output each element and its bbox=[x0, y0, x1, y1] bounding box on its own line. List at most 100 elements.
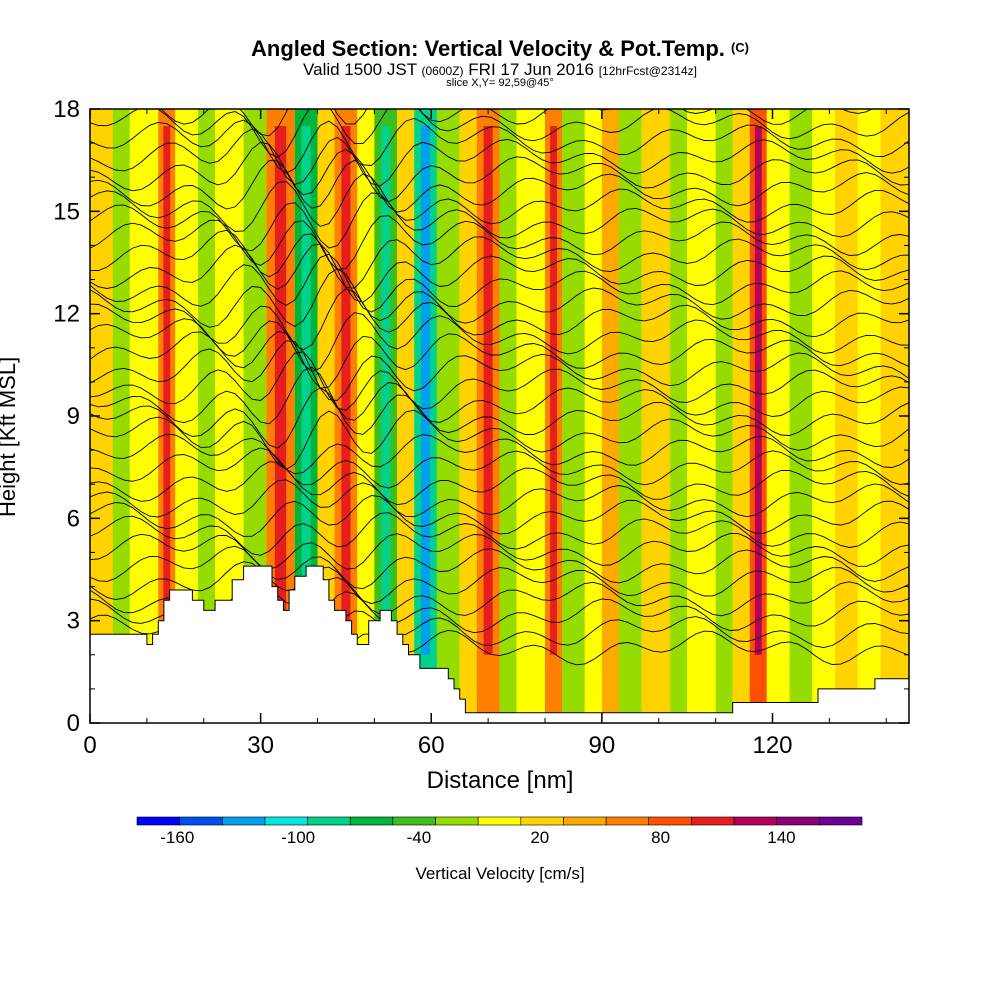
title-suffix: (C) bbox=[730, 40, 749, 55]
velocity-band bbox=[618, 109, 642, 723]
isentrope-line bbox=[90, 268, 909, 328]
velocity-core bbox=[421, 126, 431, 655]
colorbar-tick-label: 140 bbox=[767, 828, 795, 847]
title-text: Angled Section: Vertical Velocity & Pot.… bbox=[251, 36, 725, 61]
colorbar-swatch bbox=[819, 816, 863, 826]
y-tick-label: 9 bbox=[67, 403, 80, 430]
velocity-band bbox=[499, 109, 517, 723]
velocity-core bbox=[381, 126, 391, 655]
colorbar-swatch bbox=[648, 816, 692, 826]
x-tick-label: 0 bbox=[83, 732, 96, 759]
isentrope-line bbox=[90, 128, 909, 187]
x-tick-label: 120 bbox=[752, 732, 792, 759]
colorbar-swatch bbox=[349, 816, 394, 826]
velocity-core bbox=[550, 126, 557, 655]
utc-time: (0600Z) bbox=[421, 64, 464, 78]
y-tick-label: 6 bbox=[67, 505, 80, 532]
isentrope-line bbox=[90, 331, 909, 389]
isentrope-line bbox=[90, 340, 909, 401]
colorbar-tick-label: -40 bbox=[407, 828, 432, 847]
velocity-band bbox=[715, 109, 733, 723]
isentrope-line bbox=[90, 141, 909, 203]
velocity-band bbox=[641, 109, 671, 723]
potential-temperature-contours bbox=[90, 109, 909, 671]
velocity-band bbox=[562, 109, 585, 723]
isentrope-line bbox=[90, 288, 909, 351]
terrain-shape bbox=[89, 565, 910, 724]
colorbar-swatch bbox=[264, 816, 308, 826]
isentrope-line bbox=[160, 109, 873, 137]
velocity-band bbox=[112, 109, 130, 723]
velocity-band bbox=[584, 109, 602, 723]
x-tick-label: 90 bbox=[589, 732, 616, 759]
forecast-info: [12hrFcst@2314z] bbox=[598, 64, 697, 78]
isentrope-line bbox=[90, 253, 909, 313]
colorbar-swatch bbox=[435, 816, 479, 826]
colorbar-tick-label: -100 bbox=[281, 828, 315, 847]
isentrope-line bbox=[90, 512, 909, 556]
y-tick-label: 15 bbox=[53, 198, 80, 225]
x-tick-label: 30 bbox=[247, 732, 274, 759]
velocity-band bbox=[357, 109, 375, 723]
colorbar-tick-label: 20 bbox=[530, 828, 549, 847]
isentrope-line bbox=[90, 173, 909, 232]
velocity-core bbox=[301, 126, 311, 655]
colorbar: -160 -100 -40 20 80 140 bbox=[136, 816, 863, 847]
isentrope-line bbox=[90, 159, 909, 213]
colorbar-swatch bbox=[392, 816, 436, 826]
colorbar-tick-label: -160 bbox=[160, 828, 194, 847]
velocity-band bbox=[129, 109, 159, 723]
colorbar-swatch bbox=[179, 816, 223, 826]
velocity-band bbox=[601, 109, 619, 723]
chart-title: Angled Section: Vertical Velocity & Pot.… bbox=[0, 36, 1000, 62]
velocity-band bbox=[789, 109, 813, 723]
velocity-band bbox=[436, 109, 460, 723]
velocity-band bbox=[857, 109, 881, 723]
isentrope-line bbox=[90, 215, 909, 271]
colorbar-swatch bbox=[520, 816, 564, 826]
x-axis-label: Distance [nm] bbox=[426, 767, 574, 794]
valid-time: Valid 1500 JST bbox=[303, 60, 417, 79]
colorbar-swatch bbox=[733, 816, 778, 826]
colorbar-swatch bbox=[691, 816, 735, 826]
slice-info: slice X,Y= 92,59@45° bbox=[446, 77, 554, 89]
y-tick-label: 0 bbox=[67, 710, 80, 737]
isentrope-line bbox=[90, 545, 909, 590]
isentrope-line bbox=[90, 533, 909, 570]
velocity-band bbox=[516, 109, 545, 723]
velocity-core bbox=[274, 126, 287, 655]
isentrope-line bbox=[90, 366, 909, 425]
velocity-core bbox=[483, 126, 493, 655]
colorbar-swatch bbox=[477, 816, 522, 826]
velocity-band bbox=[835, 109, 858, 723]
colorbar-swatch bbox=[776, 816, 820, 826]
colorbar-swatch bbox=[605, 816, 650, 826]
isentrope-line bbox=[90, 312, 909, 373]
velocity-band bbox=[175, 109, 199, 723]
isentrope-line bbox=[90, 243, 909, 303]
isentrope-line bbox=[90, 561, 909, 605]
y-tick-label: 12 bbox=[53, 301, 80, 328]
isentrope-line bbox=[90, 461, 909, 506]
plot-axes: 0 30 60 90 120 0 3 6 9 12 15 18 bbox=[53, 96, 910, 759]
isentrope-line bbox=[90, 351, 909, 411]
isentrope-line bbox=[90, 479, 909, 518]
isentrope-line bbox=[90, 192, 909, 252]
colorbar-swatch bbox=[307, 816, 351, 826]
isentrope-line bbox=[90, 495, 909, 537]
y-tick-label: 18 bbox=[53, 96, 80, 123]
colorbar-swatch bbox=[563, 816, 607, 826]
colorbar-tick-label: 80 bbox=[651, 828, 670, 847]
colorbar-swatch bbox=[221, 816, 266, 826]
y-tick-label: 3 bbox=[67, 608, 80, 635]
isentrope-line bbox=[90, 433, 909, 475]
isentrope-line bbox=[90, 447, 909, 489]
colorbar-label: Vertical Velocity [cm/s] bbox=[415, 864, 585, 883]
x-tick-label: 60 bbox=[418, 732, 445, 759]
velocity-core bbox=[163, 126, 171, 655]
colorbar-swatch bbox=[136, 816, 180, 826]
isentrope-line bbox=[90, 409, 909, 470]
terrain-mask bbox=[89, 565, 910, 724]
velocity-core bbox=[754, 126, 762, 655]
